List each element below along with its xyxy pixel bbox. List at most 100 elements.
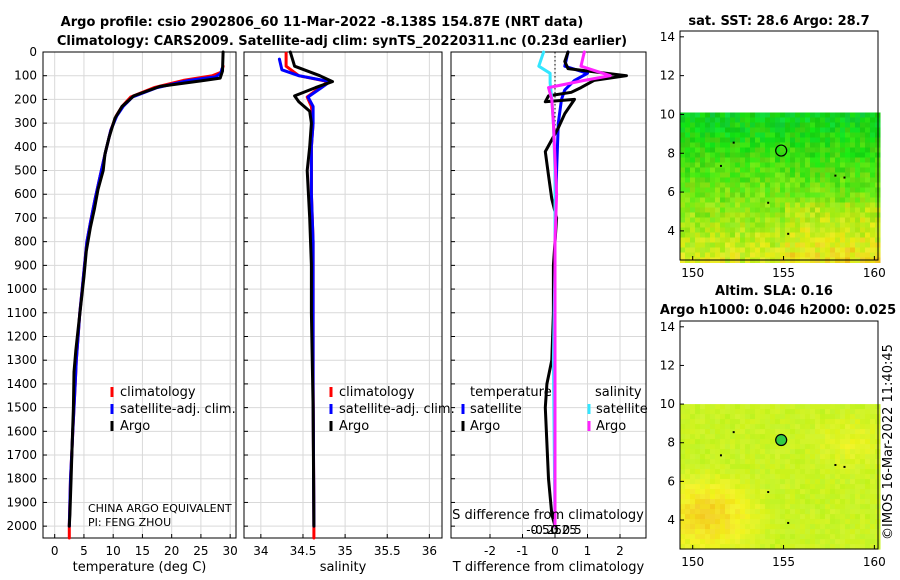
map-cell xyxy=(830,434,836,440)
series-line-climatology xyxy=(284,51,330,540)
map-cell xyxy=(790,247,796,253)
map-cell xyxy=(690,454,696,460)
map-cell xyxy=(750,137,756,143)
map-cell xyxy=(770,519,776,525)
map-cell xyxy=(735,504,741,510)
map-cell xyxy=(835,187,841,193)
map-cell xyxy=(810,197,816,203)
map-cell xyxy=(705,182,711,188)
series-line-t-argo xyxy=(543,50,628,528)
map-cell xyxy=(720,429,726,435)
map-cell xyxy=(785,469,791,475)
map-cell xyxy=(770,524,776,530)
map-cell xyxy=(715,227,721,233)
map-cell xyxy=(760,494,766,500)
map-cell xyxy=(800,162,806,168)
map-cell xyxy=(690,152,696,158)
map-cell xyxy=(700,469,706,475)
map-cell xyxy=(805,247,811,253)
map-cell xyxy=(870,479,876,485)
map-cell xyxy=(840,187,846,193)
map-cell xyxy=(685,237,691,243)
map-cell xyxy=(725,187,731,193)
map-cell xyxy=(705,222,711,228)
map-cell xyxy=(715,117,721,123)
map-cell xyxy=(850,539,856,545)
map-cell xyxy=(815,207,821,213)
map-cell xyxy=(725,469,731,475)
map-cell xyxy=(715,419,721,425)
map-cell xyxy=(800,137,806,143)
map-cell xyxy=(825,137,831,143)
map-cell xyxy=(790,409,796,415)
map-cell xyxy=(720,167,726,173)
map-cell xyxy=(765,474,771,480)
map-cell xyxy=(695,424,701,430)
map-cell xyxy=(805,177,811,183)
map-cell xyxy=(745,167,751,173)
map-cell xyxy=(860,187,866,193)
map-cell xyxy=(765,172,771,178)
map-cell xyxy=(735,489,741,495)
map-cell xyxy=(695,122,701,128)
map-cell xyxy=(835,227,841,233)
map-cell xyxy=(830,127,836,133)
map-cell xyxy=(700,464,706,470)
map-cell xyxy=(815,152,821,158)
y-tick-label: 500 xyxy=(14,164,37,178)
map-cell xyxy=(845,242,851,248)
map-cell xyxy=(855,152,861,158)
map-cell xyxy=(820,464,826,470)
map-cell xyxy=(865,464,871,470)
map-cell xyxy=(770,464,776,470)
map-cell xyxy=(830,539,836,545)
map-cell xyxy=(760,132,766,138)
map-cell xyxy=(755,509,761,515)
map-cell xyxy=(830,409,836,415)
map-cell xyxy=(765,424,771,430)
map-cell xyxy=(835,529,841,535)
map-cell xyxy=(790,474,796,480)
map-cell xyxy=(755,499,761,505)
map-cell xyxy=(810,424,816,430)
map-cell xyxy=(720,182,726,188)
map-cell xyxy=(855,449,861,455)
map-cell xyxy=(770,147,776,153)
map-cell xyxy=(805,419,811,425)
map-cell xyxy=(735,197,741,203)
map-cell xyxy=(695,404,701,410)
island-mark xyxy=(719,164,722,167)
map-cell xyxy=(705,232,711,238)
map-cell xyxy=(845,509,851,515)
x-tick-label: 0 xyxy=(551,544,559,558)
map-cell xyxy=(865,142,871,148)
map-cell xyxy=(760,157,766,163)
map-cell xyxy=(845,519,851,525)
map-cell xyxy=(860,167,866,173)
map-cell xyxy=(835,122,841,128)
map-cell xyxy=(710,479,716,485)
map-cell xyxy=(790,414,796,420)
map-cell xyxy=(720,242,726,248)
map-cell xyxy=(825,524,831,530)
map-cell xyxy=(700,494,706,500)
map-cell xyxy=(835,479,841,485)
map-cell xyxy=(865,157,871,163)
y-tick-label: 200 xyxy=(14,92,37,106)
map-cell xyxy=(745,142,751,148)
map-cell xyxy=(835,464,841,470)
map-cell xyxy=(870,157,876,163)
map-cell xyxy=(715,142,721,148)
map-cell xyxy=(785,499,791,505)
map-cell xyxy=(865,474,871,480)
map-cell xyxy=(715,112,721,118)
map-cell xyxy=(780,444,786,450)
map-cell xyxy=(700,519,706,525)
map-cell xyxy=(730,247,736,253)
s-tick-label: -0.25 xyxy=(531,523,562,537)
map-cell xyxy=(820,454,826,460)
map-cell xyxy=(795,479,801,485)
map-cell xyxy=(755,157,761,163)
series-line-satellite-adj-clim- xyxy=(277,57,332,528)
map-cell xyxy=(810,529,816,535)
